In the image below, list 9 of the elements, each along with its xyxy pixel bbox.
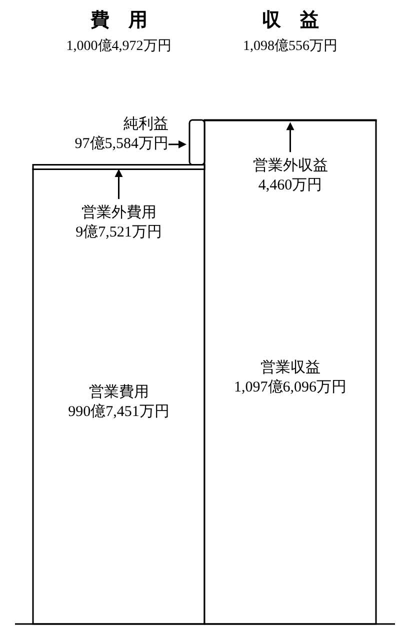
data-label: 営業外費用 9億7,521万円 [76, 204, 162, 241]
x-tick-label: 収 益 [262, 9, 319, 31]
text: 1,000億4,972万円 [66, 38, 172, 54]
data-label: 純利益 97億5,584万円 [74, 115, 168, 152]
data-label: 営業収益 1,097億6,096万円 [234, 359, 346, 396]
data-label: 営業費用 990億7,451万円 [68, 384, 170, 420]
x-tick-label: 費 用 [89, 9, 148, 31]
text: 1,098億556万円 [243, 38, 338, 54]
data-label: 営業外収益 4,460万円 [252, 157, 328, 194]
